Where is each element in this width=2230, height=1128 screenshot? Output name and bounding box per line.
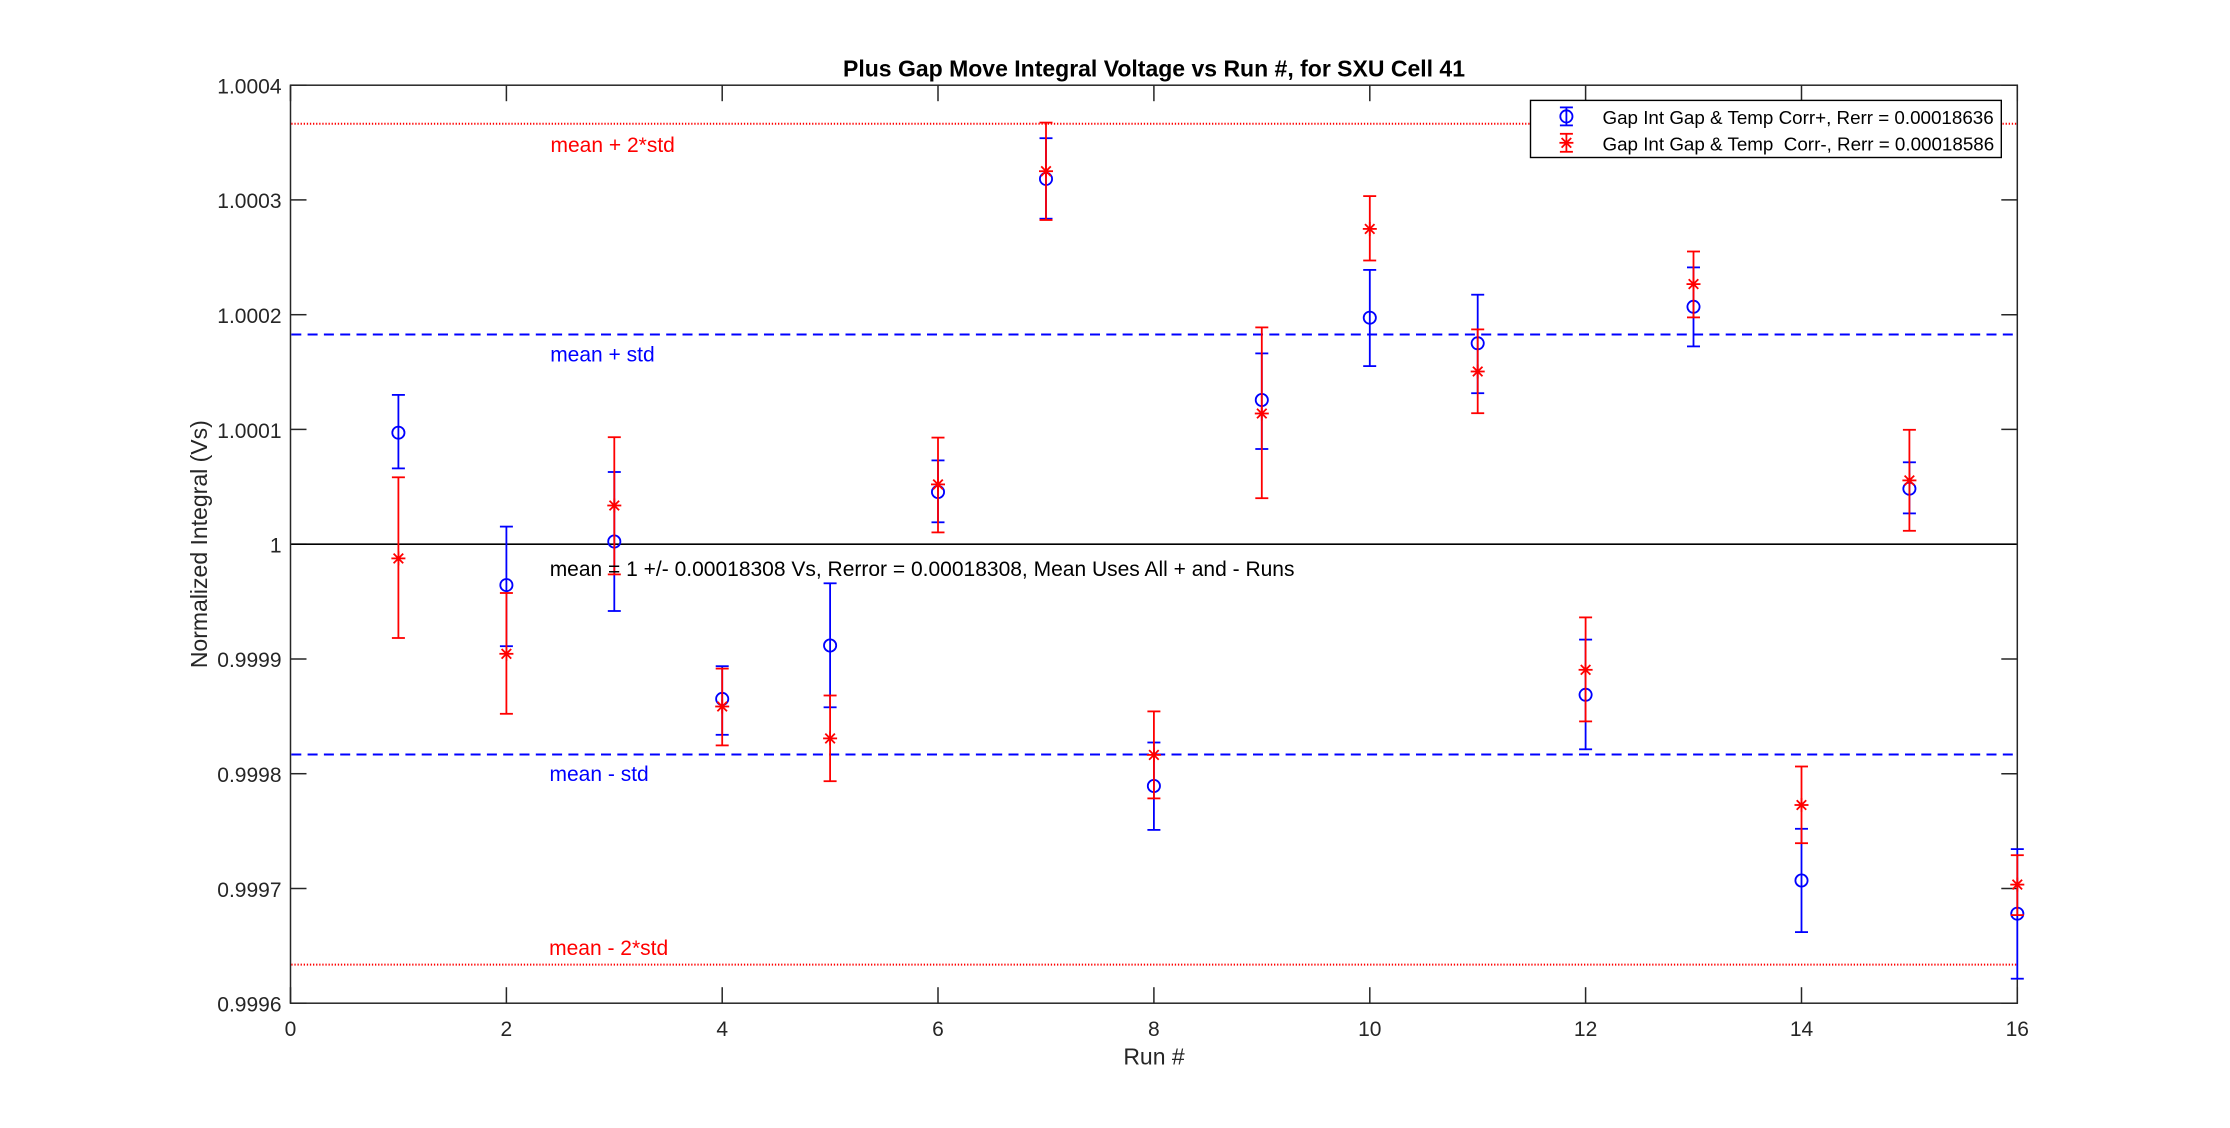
svg-text:0.9999: 0.9999 [217,649,281,672]
svg-text:6: 6 [932,1018,944,1041]
svg-text:Plus Gap Move Integral Voltage: Plus Gap Move Integral Voltage vs Run #,… [843,55,1465,81]
svg-text:mean - std: mean - std [550,763,649,786]
svg-text:1.0002: 1.0002 [217,305,281,328]
svg-text:1.0004: 1.0004 [217,76,282,99]
svg-text:mean = 1 +/- 0.00018308 Vs, Re: mean = 1 +/- 0.00018308 Vs, Rerror = 0.0… [550,558,1295,581]
svg-text:Run #: Run # [1123,1044,1185,1070]
svg-text:1.0001: 1.0001 [217,420,281,443]
svg-text:2: 2 [501,1018,513,1041]
svg-text:14: 14 [1790,1018,1814,1041]
svg-text:0.9997: 0.9997 [217,879,281,902]
svg-text:0.9998: 0.9998 [217,764,281,787]
svg-text:mean - 2*std: mean - 2*std [549,937,668,960]
svg-text:1.0003: 1.0003 [217,190,281,213]
svg-text:mean + 2*std: mean + 2*std [551,134,675,157]
svg-text:Gap Int Gap & Temp Corr+, Rerr: Gap Int Gap & Temp Corr+, Rerr = 0.00018… [1603,107,1994,128]
svg-text:0: 0 [285,1018,297,1041]
svg-text:12: 12 [1574,1018,1597,1041]
svg-text:16: 16 [2006,1018,2029,1041]
svg-text:1: 1 [270,535,282,558]
svg-text:8: 8 [1148,1018,1160,1041]
svg-text:4: 4 [716,1018,728,1041]
svg-text:0.9996: 0.9996 [217,994,281,1017]
svg-text:10: 10 [1358,1018,1381,1041]
svg-text:mean + std: mean + std [550,344,654,367]
svg-text:Normalized Integral (Vs): Normalized Integral (Vs) [186,420,212,668]
svg-text:Gap Int Gap & Temp Corr-, Rer: Gap Int Gap & Temp Corr-, Rerr = 0.00018… [1603,134,1995,155]
